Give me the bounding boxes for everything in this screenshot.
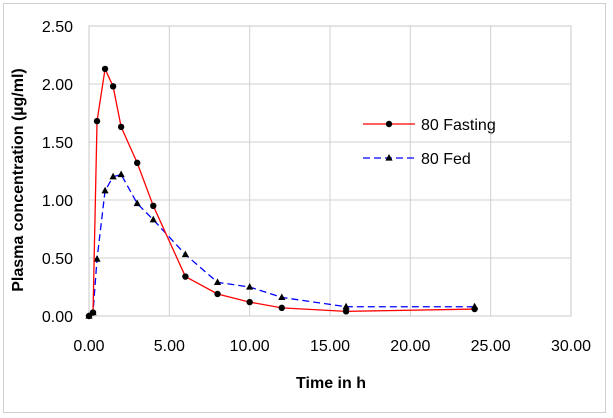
data-point xyxy=(133,199,141,207)
x-tick-label: 20.00 xyxy=(390,338,430,355)
plot-area xyxy=(88,25,572,317)
x-tick-label: 30.00 xyxy=(551,338,591,355)
x-tick-label: 15.00 xyxy=(310,338,350,355)
y-tick-label: 1.00 xyxy=(42,193,73,210)
data-point xyxy=(213,278,222,285)
series-line xyxy=(88,66,475,317)
data-point xyxy=(109,172,117,180)
data-point xyxy=(278,293,286,301)
gridlines xyxy=(88,25,572,317)
x-tick-label: 0.00 xyxy=(73,338,104,355)
legend-marker xyxy=(385,154,393,161)
legend-item: 80 Fasting xyxy=(363,117,496,134)
data-point xyxy=(149,215,157,223)
y-tick-label: 2.00 xyxy=(42,77,73,94)
data-point xyxy=(214,290,221,298)
y-tick-label: 0.00 xyxy=(42,309,73,326)
legend-label: 80 Fasting xyxy=(421,117,496,134)
chart-frame xyxy=(3,3,606,413)
series-80-fasting xyxy=(85,65,478,320)
data-point xyxy=(182,273,189,280)
data-point xyxy=(89,309,97,316)
data-point xyxy=(246,283,254,290)
x-axis-title: Time in h xyxy=(296,375,366,392)
data-point xyxy=(109,83,117,90)
y-axis-title: Plasma concentration (µg/ml) xyxy=(10,68,27,291)
x-tick-label: 25.00 xyxy=(471,338,511,355)
series-80-fed xyxy=(85,170,479,319)
x-tick-label: 5.00 xyxy=(154,338,185,355)
y-tick-label: 0.50 xyxy=(42,251,73,268)
series-layer xyxy=(85,65,479,320)
legend-label: 80 Fed xyxy=(421,151,471,168)
data-point xyxy=(471,305,478,313)
data-point xyxy=(101,65,109,73)
data-point xyxy=(278,304,285,312)
data-point xyxy=(134,159,141,167)
data-point xyxy=(246,298,253,306)
data-point xyxy=(150,202,157,209)
data-point xyxy=(342,308,350,315)
x-tick-label: 10.00 xyxy=(230,338,270,355)
x-axis-ticks: 0.00 5.00 10.00 15.00 20.00 25.00 30.00 xyxy=(73,338,591,355)
data-point xyxy=(101,186,109,194)
data-point xyxy=(117,123,125,131)
legend-item: 80 Fed xyxy=(363,151,471,168)
legend-marker xyxy=(385,120,393,128)
legend: 80 Fasting 80 Fed xyxy=(363,117,496,168)
y-axis-ticks: 0.00 0.50 1.00 1.50 2.00 2.50 xyxy=(42,19,73,326)
data-point xyxy=(342,302,350,310)
data-point xyxy=(93,117,101,125)
data-point xyxy=(93,255,101,262)
y-tick-label: 1.50 xyxy=(42,135,73,152)
y-tick-label: 2.50 xyxy=(42,19,73,36)
data-point xyxy=(117,170,125,178)
series-line xyxy=(88,173,475,317)
data-point xyxy=(181,250,189,258)
